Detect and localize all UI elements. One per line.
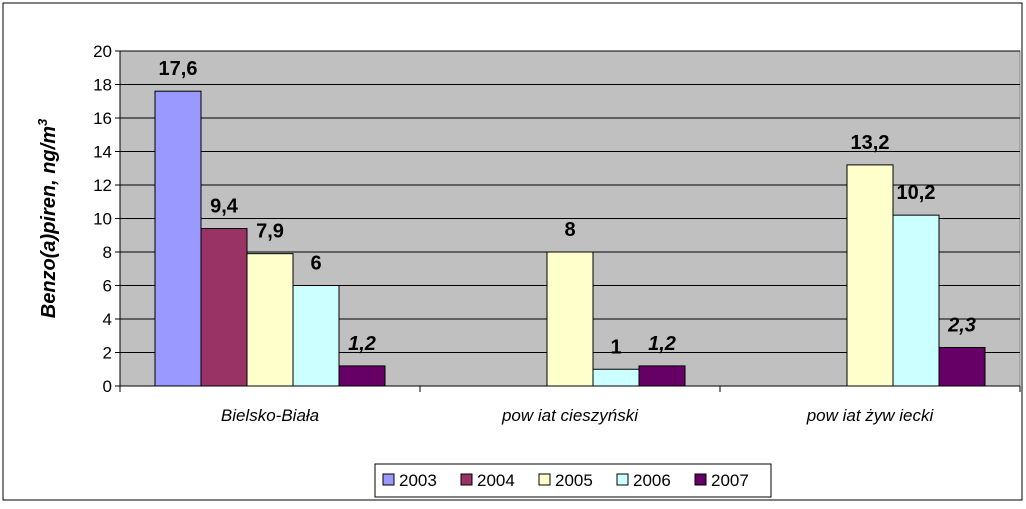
data-labels: 17,6 9,4 7,9 6 1,2 8 1 1,2 13,2 10,2 2,3	[159, 58, 976, 358]
data-label: 7,9	[256, 221, 284, 243]
bar	[246, 253, 294, 387]
legend-label: 2004	[477, 471, 515, 490]
y-tick-label: 12	[93, 176, 112, 195]
x-tick-label: Bielsko-Biała	[221, 406, 319, 425]
y-tick-label: 14	[93, 143, 112, 162]
y-tick-label: 8	[103, 243, 112, 262]
data-label: 6	[310, 253, 321, 275]
data-label: 8	[564, 219, 575, 241]
y-tick-label: 4	[103, 310, 112, 329]
data-label: 10,2	[897, 182, 936, 204]
bar	[846, 164, 894, 387]
y-tick-label: 6	[103, 277, 112, 296]
legend: 2003 2004 2005 2006 2007	[374, 463, 772, 498]
y-axis-label-superscript: 3	[35, 118, 50, 126]
bar	[638, 365, 686, 387]
data-label: 1,2	[348, 333, 376, 355]
y-axis-title: Benzo(a)piren, ng/m3	[35, 118, 60, 318]
bar	[592, 368, 640, 387]
legend-swatch	[538, 473, 551, 486]
y-axis-label-main: Benzo(a)piren, ng/m	[38, 126, 60, 318]
bar	[338, 365, 386, 387]
legend-swatch	[382, 473, 395, 486]
legend-label: 2006	[633, 471, 671, 490]
legend-swatch	[460, 473, 473, 486]
data-label: 1,2	[648, 333, 676, 355]
data-label: 13,2	[851, 132, 890, 154]
y-axis-label: Benzo(a)piren, ng/m3	[35, 118, 60, 318]
y-tick-label: 10	[93, 210, 112, 229]
legend-label: 2007	[711, 471, 749, 490]
y-tick-label: 20	[93, 42, 112, 61]
bar	[292, 285, 340, 387]
bar	[892, 214, 940, 387]
legend-swatch	[694, 473, 707, 486]
legend-swatch	[616, 473, 629, 486]
bar	[154, 90, 202, 387]
bar	[546, 251, 594, 387]
x-tick-label: pow iat żyw iecki	[806, 406, 935, 425]
bar	[200, 228, 248, 387]
data-label: 1	[610, 336, 621, 358]
data-label: 9,4	[210, 196, 239, 218]
bar	[938, 346, 986, 387]
y-tick-label: 18	[93, 76, 112, 95]
y-tick-label: 0	[103, 377, 112, 396]
legend-label: 2003	[399, 471, 437, 490]
y-tick-label: 16	[93, 109, 112, 128]
y-tick-label: 2	[103, 344, 112, 363]
x-tick-label: pow iat cieszyński	[501, 406, 639, 425]
legend-label: 2005	[555, 471, 593, 490]
data-label: 2,3	[947, 314, 976, 336]
data-label: 17,6	[159, 58, 198, 80]
